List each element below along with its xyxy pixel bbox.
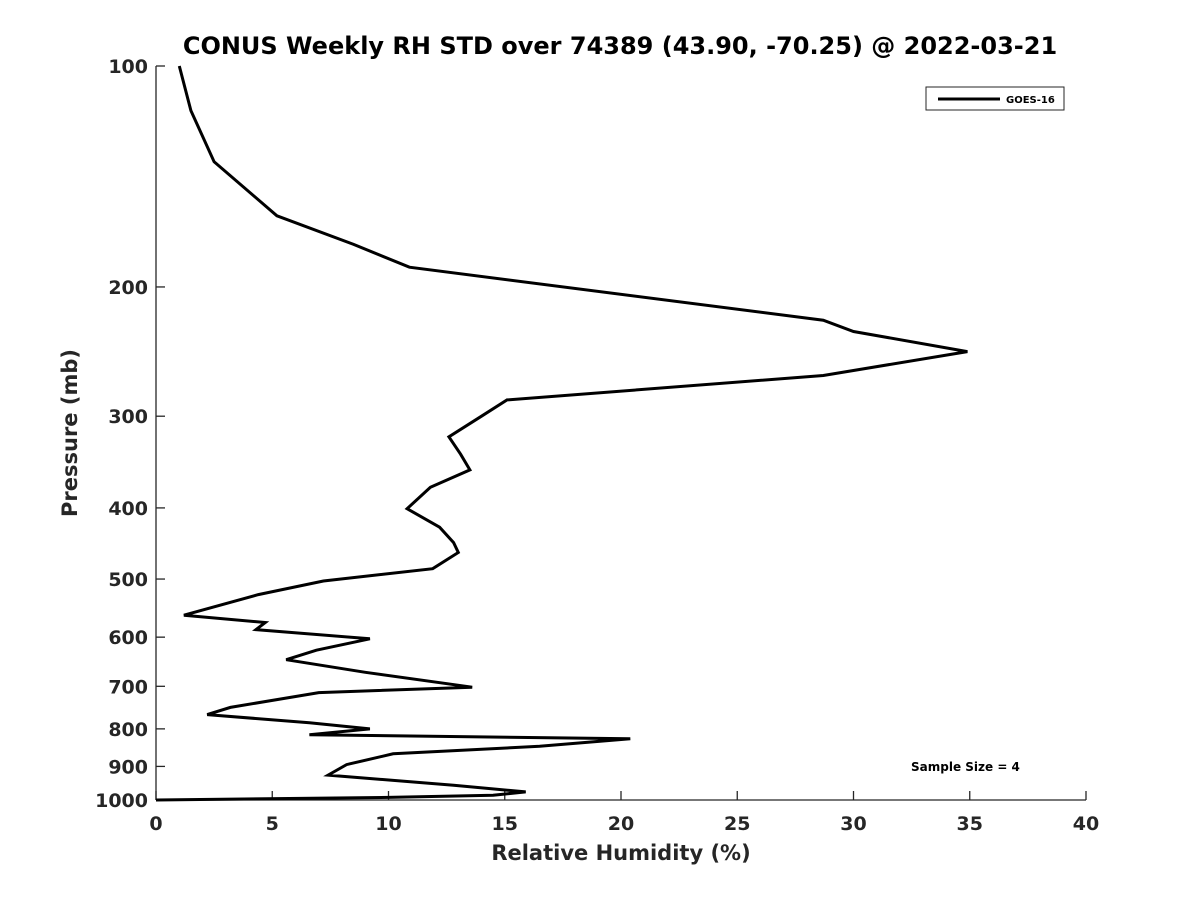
legend-label-goes-16: GOES-16 [1006,95,1055,106]
x-tick-label-15: 15 [492,813,518,835]
x-tick-label-40: 40 [1073,813,1099,835]
y-axis-label: Pressure (mb) [58,349,82,517]
x-tick-label-10: 10 [375,813,401,835]
sample-size-annotation: Sample Size = 4 [911,760,1020,774]
x-ticks: 0 5 10 15 20 25 30 35 40 [149,791,1099,835]
y-tick-label-500: 500 [108,569,148,591]
x-axis-label: Relative Humidity (%) [491,841,750,865]
x-tick-label-35: 35 [957,813,983,835]
y-tick-label-800: 800 [108,719,148,741]
chart-title: CONUS Weekly RH STD over 74389 (43.90, -… [183,32,1057,60]
x-tick-label-20: 20 [608,813,634,835]
y-tick-label-600: 600 [108,627,148,649]
legend: GOES-16 [925,86,1065,111]
series-line-goes-16 [155,65,968,802]
y-tick-label-900: 900 [108,756,148,778]
x-tick-label-5: 5 [266,813,279,835]
x-tick-label-25: 25 [724,813,750,835]
series-layer [155,65,968,802]
y-tick-label-100: 100 [108,56,148,78]
y-tick-label-400: 400 [108,498,148,520]
y-tick-label-1000: 1000 [95,790,148,812]
x-tick-label-30: 30 [840,813,866,835]
y-tick-label-300: 300 [108,406,148,428]
y-tick-label-700: 700 [108,676,148,698]
axes [155,66,1086,801]
x-tick-label-0: 0 [149,813,162,835]
y-ticks: 100 200 300 400 500 600 700 800 900 1000 [95,56,165,812]
y-tick-label-200: 200 [108,277,148,299]
